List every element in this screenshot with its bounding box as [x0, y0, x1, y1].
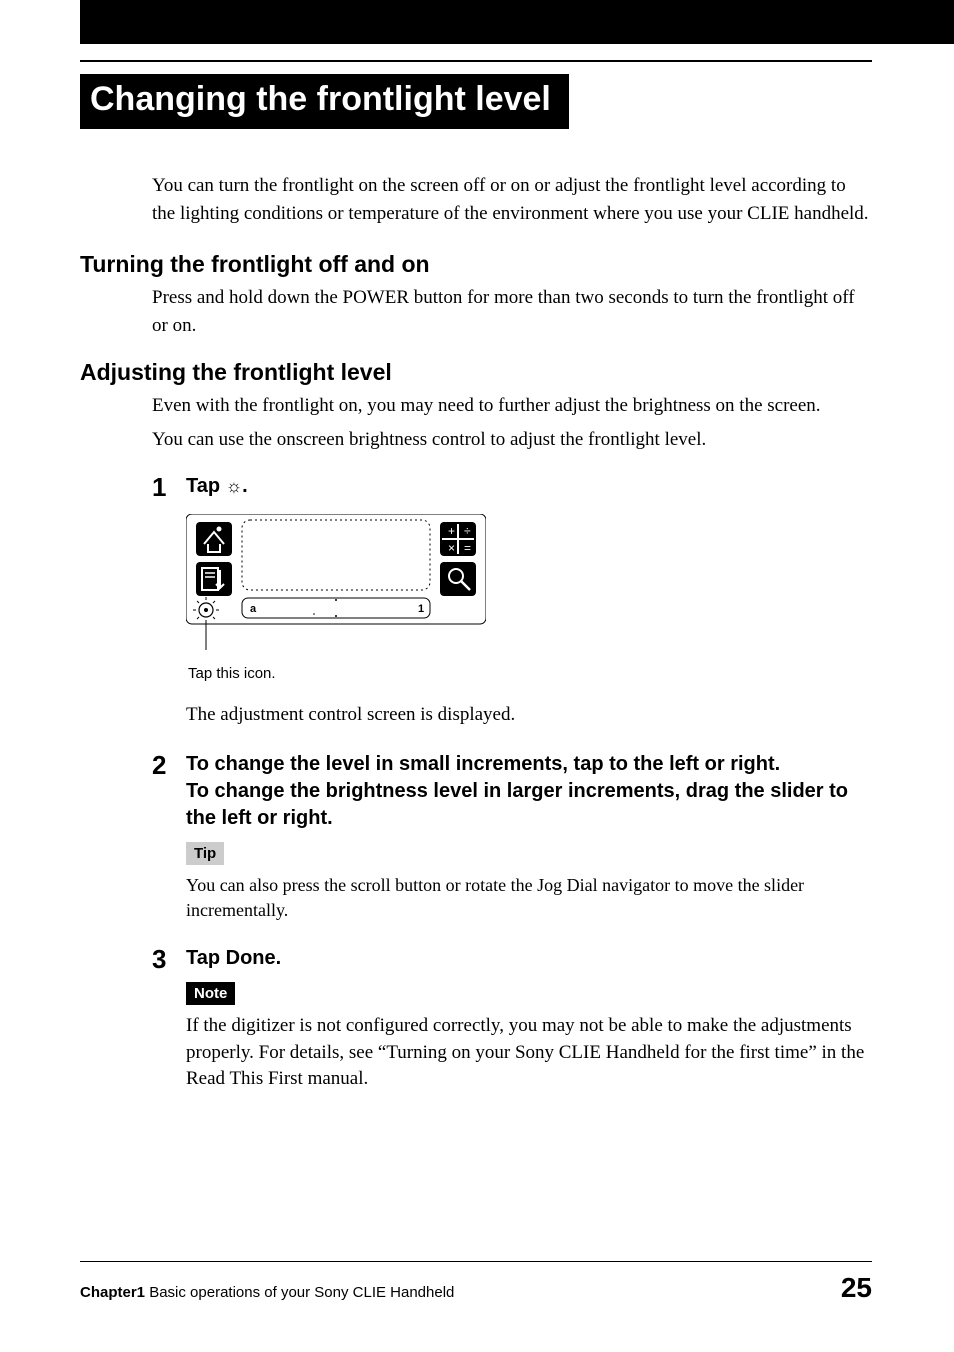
step-3-number: 3 — [152, 945, 186, 1107]
note-badge: Note — [186, 982, 235, 1005]
step-2-number: 2 — [152, 751, 186, 937]
tip-text: You can also press the scroll button or … — [186, 873, 872, 923]
step-3: 3 Tap Done. Note If the digitizer is not… — [152, 945, 872, 1107]
footer-subtitle: Basic operations of your Sony CLIE Handh… — [149, 1284, 454, 1301]
figure-caption: Tap this icon. — [188, 665, 872, 682]
section2-heading: Adjusting the frontlight level — [80, 359, 872, 386]
tip-badge: Tip — [186, 842, 224, 865]
step-2-line2: To change the brightness level in larger… — [186, 778, 872, 832]
intro-paragraph: You can turn the frontlight on the scree… — [152, 172, 872, 227]
section1-body: Press and hold down the POWER button for… — [152, 284, 872, 339]
header-rule — [80, 60, 872, 62]
svg-text:÷: ÷ — [464, 524, 471, 538]
section2-body1: Even with the frontlight on, you may nee… — [152, 392, 872, 420]
footer: Chapter1 Basic operations of your Sony C… — [80, 1261, 872, 1304]
top-black-bar — [80, 0, 954, 44]
page-number: 25 — [841, 1272, 872, 1304]
svg-text:×: × — [448, 541, 455, 555]
section1-heading: Turning the frontlight off and on — [80, 251, 872, 278]
svg-text:=: = — [464, 541, 471, 555]
step-1-result: The adjustment control screen is display… — [186, 702, 872, 729]
section2-body2: You can use the onscreen brightness cont… — [152, 426, 872, 454]
fig-label-1: 1 — [418, 603, 424, 615]
step-1: 1 Tap ☼. — [152, 473, 872, 743]
device-figure: + ÷ × = — [186, 514, 872, 682]
step-3-text: Tap Done. — [186, 945, 872, 972]
step-1-prefix: Tap — [186, 475, 226, 497]
step-1-number: 1 — [152, 473, 186, 743]
step-1-suffix: . — [242, 475, 248, 497]
step-2-line1: To change the level in small increments,… — [186, 751, 872, 778]
brightness-icon: ☼ — [226, 476, 243, 496]
note-text: If the digitizer is not configured corre… — [186, 1013, 872, 1093]
svg-text:+: + — [448, 524, 455, 538]
fig-label-a: a — [250, 603, 257, 615]
footer-chapter: Chapter1 — [80, 1284, 145, 1301]
step-2: 2 To change the level in small increment… — [152, 751, 872, 937]
step-1-instruction: Tap ☼. — [186, 473, 872, 500]
silkscreen-illustration: + ÷ × = — [186, 514, 486, 654]
page-title: Changing the frontlight level — [80, 74, 569, 129]
footer-left: Chapter1 Basic operations of your Sony C… — [80, 1284, 454, 1301]
content-area: You can turn the frontlight on the scree… — [80, 172, 872, 1115]
footer-rule — [80, 1261, 872, 1262]
